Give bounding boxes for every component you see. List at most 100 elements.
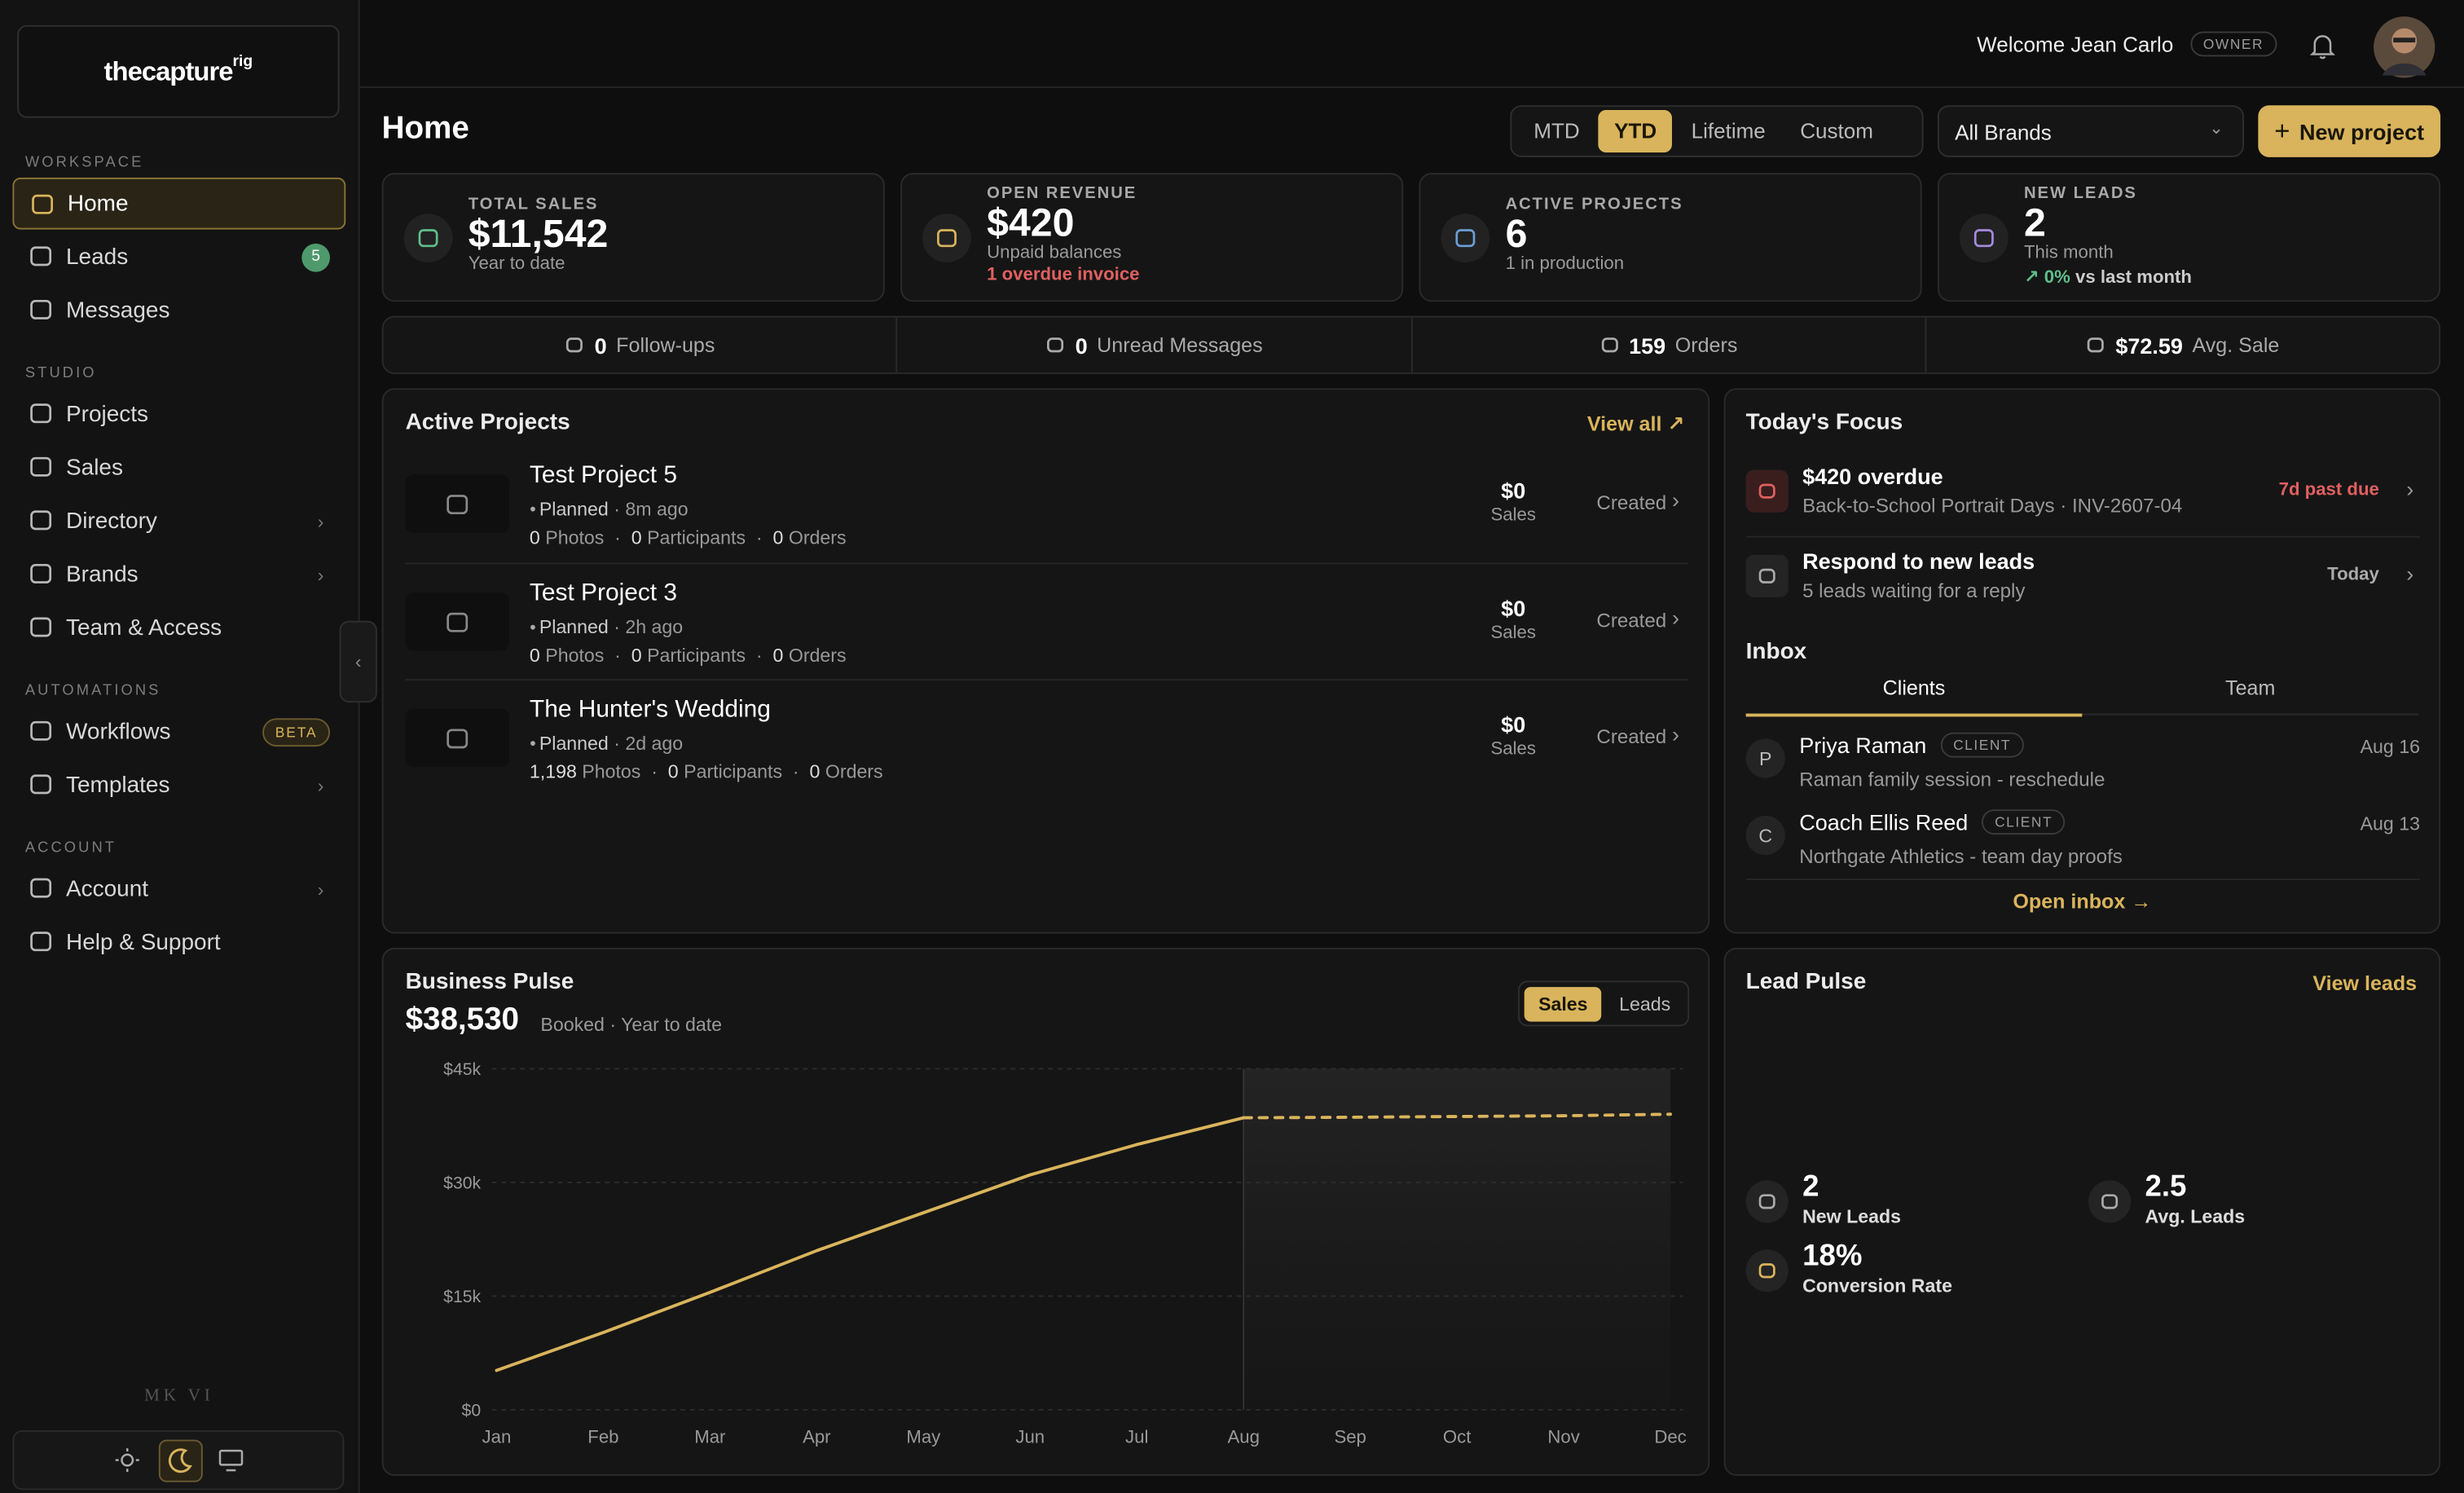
metric-label: Orders [825, 760, 883, 783]
nav-item[interactable]: Account › [12, 863, 345, 915]
icon-shape [30, 563, 52, 584]
status: Planned [539, 732, 609, 755]
nav-item[interactable]: Projects [12, 388, 345, 440]
inbox-tab[interactable]: Clients [1745, 676, 2083, 717]
kpi-sub: 1 in production [1505, 254, 1625, 274]
project-row[interactable]: Test Project 3 ● Planned · 2h ago 0 Photos… [405, 562, 1688, 680]
project-sales: $0 [1501, 595, 1526, 621]
period-toggle: MTD YTD Lifetime Custom [1510, 105, 1924, 157]
pulse-toggle-option[interactable]: Sales [1524, 986, 1602, 1021]
view-leads[interactable]: View leads [2312, 971, 2418, 995]
nav-tag: BETA [262, 717, 330, 746]
stat-value: 0 [594, 332, 607, 358]
open-inbox[interactable]: Open inbox → [2013, 889, 2152, 914]
nav-item[interactable]: Home [12, 177, 346, 230]
message-tag: CLIENT [1982, 809, 2066, 835]
kpi-body: OPEN REVENUE $420 Unpaid balances 1 overdue… [987, 184, 1139, 284]
inbox-message[interactable]: P Priya Raman CLIENT Aug 16 Raman family ses… [1745, 723, 2420, 800]
metric-label: Avg. Leads [2145, 1205, 2246, 1228]
metric-value: 1,198 [529, 760, 577, 783]
focus-item[interactable]: $420 overdue Back-to-School Portrait Days… [1745, 452, 2420, 535]
metric-value: 0 [631, 526, 642, 549]
period-option[interactable]: Custom [1800, 119, 1873, 143]
icon-shape [1758, 1194, 1775, 1209]
pulse-toggle-option[interactable]: Leads [1619, 992, 1671, 1015]
series-line [495, 1116, 1246, 1372]
nav-item[interactable]: Team & Access [12, 602, 345, 654]
project-sales-label: Sales [1490, 505, 1536, 526]
nav-item[interactable]: Brands › [12, 548, 345, 601]
icon-shape [30, 878, 52, 898]
inbox-tab[interactable]: Team [2082, 676, 2419, 716]
series-line [1242, 1112, 1672, 1120]
inbox-title: Inbox [1745, 639, 1807, 665]
new-project-button[interactable]: + New project [2258, 105, 2441, 157]
logo[interactable]: thecapture rig [17, 24, 340, 118]
status-dot: ● [529, 504, 539, 516]
card-title: Today's Focus [1745, 410, 1903, 436]
project-row[interactable]: The Hunter's Wedding ● Planned · 2d ago 1,… [405, 679, 1688, 797]
nav-label: Leads [65, 244, 129, 270]
icon-shape [1973, 229, 1994, 248]
open-inbox-label: Open inbox [2013, 889, 2126, 914]
x-tick-label: Jan [482, 1426, 512, 1447]
stat-label: Unread Messages [1097, 333, 1263, 357]
stats-bar: 0 Follow-ups 0 Unread Messages 159 Orders $72.… [381, 315, 2441, 374]
icon [30, 563, 52, 584]
project-row[interactable]: Test Project 5 ● Planned · 8m ago 0 Photos… [405, 447, 1688, 563]
business-pulse: Business Pulse $38,530 Booked · Year to … [381, 947, 1710, 1476]
welcome: Welcome Jean Carlo [1977, 33, 2174, 57]
icon-shape [30, 774, 52, 795]
metric-value: 2 [1802, 1170, 1819, 1205]
nav-item[interactable]: Leads 5 [12, 231, 345, 283]
notifications[interactable] [2309, 32, 2335, 60]
y-tick-label: $45k [443, 1060, 481, 1079]
metric-value: 0 [529, 644, 540, 667]
brand-select[interactable]: All Brands ⌄ [1937, 105, 2244, 157]
project-metrics: 1,198 Photos · 0 Participants · 0 Orders [529, 760, 883, 783]
kpi-label: OPEN REVENUE [987, 183, 1137, 203]
focus-item[interactable]: Respond to new leads 5 leads waiting for … [1745, 535, 2420, 621]
lead-metric: 2 New Leads [1745, 1170, 2061, 1234]
nav-item[interactable]: Templates › [12, 759, 345, 811]
time: 2h ago [625, 615, 684, 638]
nav-item[interactable]: Sales [12, 442, 345, 494]
metric-label: Participants [647, 526, 746, 549]
project-status: ● Planned · 2h ago [529, 615, 684, 638]
kpi-icon [1959, 214, 2009, 263]
stat-value: 0 [1075, 332, 1088, 358]
x-tick-label: May [906, 1426, 941, 1447]
icon [1600, 337, 1618, 353]
nav-label: Help & Support [65, 929, 221, 955]
nav-item[interactable]: Messages [12, 284, 345, 337]
view-all[interactable]: View all ↗ [1586, 412, 1685, 436]
stat: $72.59 Avg. Sale [1925, 317, 2439, 373]
icon-shape [937, 229, 957, 248]
message-preview: Raman family session - reschedule [1799, 769, 2105, 791]
nav-item[interactable]: Help & Support [12, 916, 345, 968]
nav-badge: 5 [301, 242, 330, 271]
system-theme[interactable] [218, 1449, 244, 1473]
period-option[interactable]: YTD [1598, 109, 1673, 153]
light-theme[interactable] [115, 1447, 140, 1473]
page-title: Home [381, 111, 469, 147]
y-tick-label: $30k [443, 1174, 481, 1193]
avatar[interactable] [2373, 15, 2435, 78]
nav-label: Team & Access [65, 615, 222, 641]
metric-label: New Leads [1802, 1205, 1901, 1228]
nav-item[interactable]: Directory › [12, 495, 345, 547]
period-option[interactable]: Lifetime [1691, 119, 1766, 143]
stat-label: Orders [1674, 333, 1738, 357]
metric-label: Participants [684, 760, 783, 783]
dark-theme[interactable] [158, 1439, 203, 1482]
icon-shape [30, 510, 52, 531]
icon [418, 229, 438, 248]
trend-value: 0% [2044, 268, 2070, 288]
nav-item[interactable]: Workflows BETA [12, 706, 345, 758]
icon-shape [30, 299, 52, 319]
nav-label: Projects [65, 401, 149, 427]
period-option[interactable]: MTD [1533, 119, 1580, 143]
inbox-message[interactable]: C Coach Ellis Reed CLIENT Aug 13 Northgate A… [1745, 800, 2420, 877]
collapse-sidebar[interactable]: ‹ [339, 620, 377, 703]
